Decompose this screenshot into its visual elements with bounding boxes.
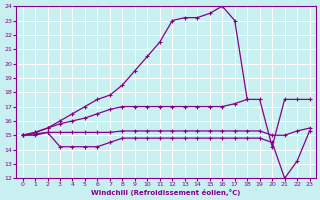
X-axis label: Windchill (Refroidissement éolien,°C): Windchill (Refroidissement éolien,°C) — [92, 189, 241, 196]
